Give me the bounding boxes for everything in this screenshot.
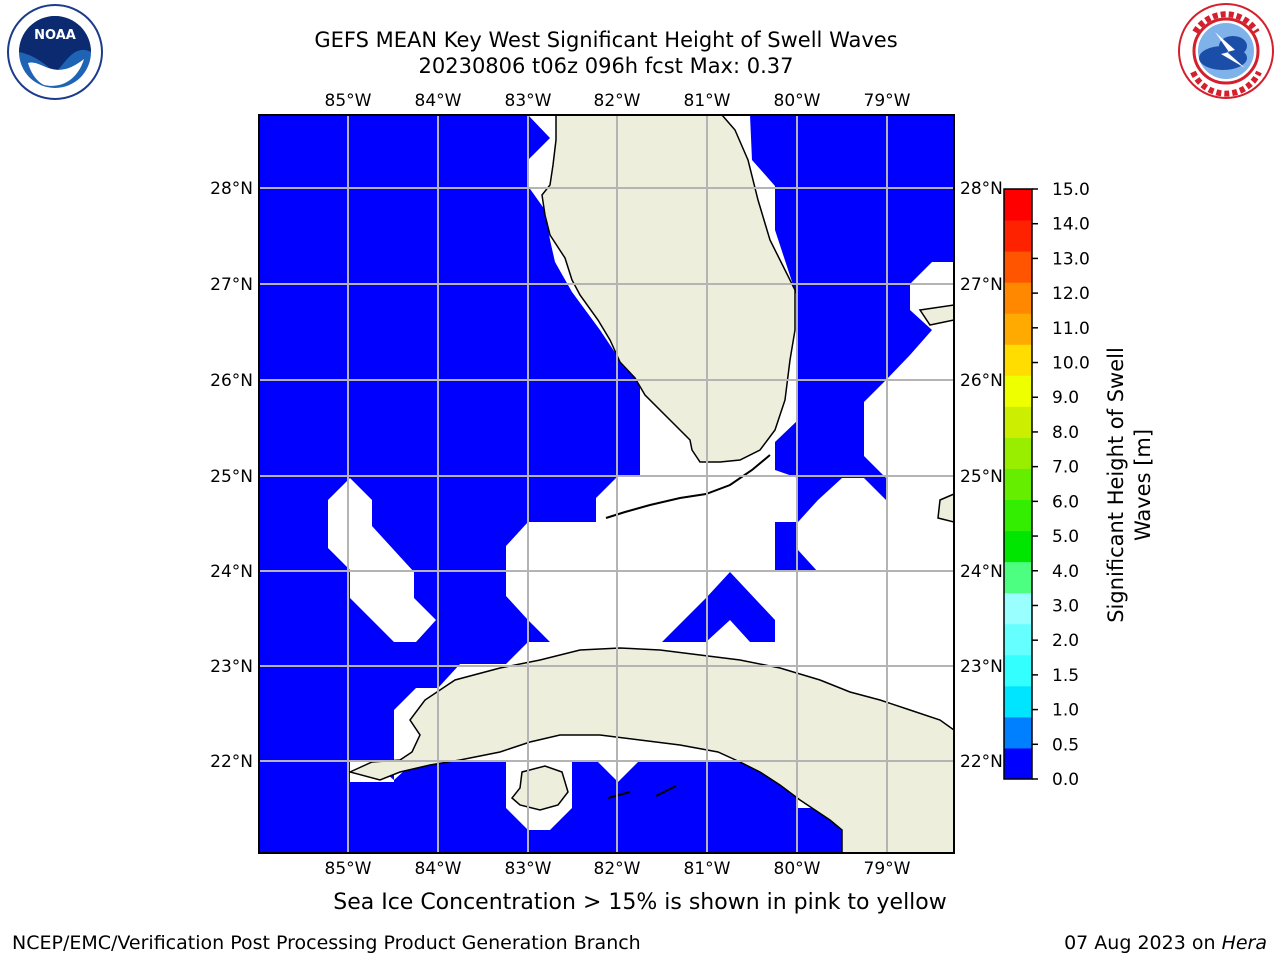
lat-label-left: 24°N bbox=[210, 562, 253, 582]
colorbar-swatch bbox=[1004, 499, 1032, 532]
lon-label-bottom: 84°W bbox=[415, 859, 462, 879]
noaa-logo: NOAA bbox=[7, 4, 103, 100]
sea-ice-note: Sea Ice Concentration > 15% is shown in … bbox=[333, 890, 947, 915]
colorbar-tick-label: 5.0 bbox=[1052, 527, 1079, 547]
florida-keys bbox=[605, 454, 771, 519]
colorbar-frame bbox=[1003, 188, 1033, 780]
colorbar-tick-label: 13.0 bbox=[1052, 249, 1090, 269]
colorbar-tick-label: 1.0 bbox=[1052, 701, 1079, 721]
lat-label-right: 24°N bbox=[960, 562, 1003, 582]
lat-label-right: 28°N bbox=[960, 179, 1003, 199]
colorbar-tick-label: 0.5 bbox=[1052, 735, 1079, 755]
colorbar bbox=[1003, 188, 1033, 780]
colorbar-swatch bbox=[1004, 437, 1032, 469]
noaa-logo-text: NOAA bbox=[34, 28, 76, 43]
land-cuba bbox=[347, 647, 954, 853]
colorbar-swatch bbox=[1004, 747, 1032, 780]
swell-field-west bbox=[259, 115, 842, 853]
lat-label-left: 26°N bbox=[210, 371, 253, 391]
colorbar-tick-label: 8.0 bbox=[1052, 423, 1079, 443]
colorbar-tick-label: 14.0 bbox=[1052, 215, 1090, 235]
colorbar-swatch bbox=[1004, 282, 1032, 314]
colorbar-swatch bbox=[1004, 561, 1032, 594]
colorbar-tick-label: 2.0 bbox=[1052, 631, 1079, 651]
colorbar-swatch bbox=[1004, 251, 1032, 283]
colorbar-swatch bbox=[1004, 716, 1032, 749]
colorbar-swatch bbox=[1004, 468, 1032, 501]
colorbar-tick-label: 12.0 bbox=[1052, 284, 1090, 304]
lat-label-left: 23°N bbox=[210, 657, 253, 677]
colorbar-swatch bbox=[1004, 530, 1032, 563]
colorbar-tick-label: 0.0 bbox=[1052, 770, 1079, 790]
chart-title-line1: GEFS MEAN Key West Significant Height of… bbox=[314, 28, 898, 52]
colorbar-tick-label: 7.0 bbox=[1052, 458, 1079, 478]
lon-label-top: 79°W bbox=[864, 91, 911, 111]
cuba-keys bbox=[607, 785, 677, 799]
footer-date: 07 Aug 2023 on Hera bbox=[1064, 932, 1267, 954]
colorbar-swatch bbox=[1004, 592, 1032, 625]
colorbar-tick-label: 1.5 bbox=[1052, 666, 1079, 686]
colorbar-swatch bbox=[1004, 220, 1032, 252]
land-florida bbox=[541, 115, 796, 463]
colorbar-swatch bbox=[1004, 313, 1032, 345]
lat-label-left: 28°N bbox=[210, 179, 253, 199]
colorbar-swatch bbox=[1004, 654, 1032, 687]
lon-label-top: 84°W bbox=[415, 91, 462, 111]
lat-label-left: 27°N bbox=[210, 275, 253, 295]
colorbar-swatch bbox=[1004, 406, 1032, 438]
colorbar-tick-label: 9.0 bbox=[1052, 388, 1079, 408]
colorbar-label-line2: Waves [m] bbox=[1131, 429, 1155, 541]
lon-label-bottom: 81°W bbox=[684, 859, 731, 879]
lon-label-bottom: 82°W bbox=[594, 859, 641, 879]
colorbar-tick-label: 15.0 bbox=[1052, 180, 1090, 200]
lon-label-bottom: 85°W bbox=[325, 859, 372, 879]
colorbar-swatch bbox=[1004, 189, 1032, 221]
colorbar-swatch bbox=[1004, 375, 1032, 407]
land-bahamas-andros bbox=[937, 493, 954, 523]
lat-label-right: 22°N bbox=[960, 752, 1003, 772]
swell-patch-2 bbox=[662, 572, 775, 642]
footer-credit: NCEP/EMC/Verification Post Processing Pr… bbox=[12, 932, 641, 954]
lat-label-right: 25°N bbox=[960, 467, 1003, 487]
lat-label-left: 22°N bbox=[210, 752, 253, 772]
map-frame bbox=[258, 114, 955, 854]
lat-label-left: 25°N bbox=[210, 467, 253, 487]
chart-title-line2: 20230806 t06z 096h fcst Max: 0.37 bbox=[418, 54, 794, 78]
colorbar-swatch bbox=[1004, 344, 1032, 376]
map-gridlines bbox=[259, 115, 954, 853]
lon-label-top: 80°W bbox=[774, 91, 821, 111]
lat-label-right: 27°N bbox=[960, 275, 1003, 295]
lat-label-right: 23°N bbox=[960, 657, 1003, 677]
colorbar-label-line1: Significant Height of Swell bbox=[1104, 347, 1128, 623]
lat-label-right: 26°N bbox=[960, 371, 1003, 391]
nws-logo bbox=[1178, 3, 1274, 99]
colorbar-tick-label: 4.0 bbox=[1052, 562, 1079, 582]
lon-label-top: 82°W bbox=[594, 91, 641, 111]
swell-field-east bbox=[750, 115, 954, 522]
lon-label-top: 83°W bbox=[505, 91, 552, 111]
lon-label-top: 85°W bbox=[325, 91, 372, 111]
lon-label-bottom: 79°W bbox=[864, 859, 911, 879]
footer-date-text: 07 Aug 2023 on bbox=[1064, 932, 1222, 954]
colorbar-ticks: 0.0 0.5 1.0 1.5 2.0 3.0 4.0 5.0 6.0 7.0 8.0 9.0 10.0… bbox=[1032, 180, 1090, 790]
colorbar-tick-label: 6.0 bbox=[1052, 492, 1079, 512]
lon-label-bottom: 80°W bbox=[774, 859, 821, 879]
colorbar-tick-label: 11.0 bbox=[1052, 319, 1090, 339]
land-bahamas-north bbox=[918, 304, 954, 326]
colorbar-swatch bbox=[1004, 685, 1032, 718]
colorbar-tick-label: 3.0 bbox=[1052, 596, 1079, 616]
colorbar-swatch bbox=[1004, 623, 1032, 656]
land-isla-juventud bbox=[510, 765, 569, 811]
lon-label-bottom: 83°W bbox=[505, 859, 552, 879]
lon-label-top: 81°W bbox=[684, 91, 731, 111]
colorbar-tick-label: 10.0 bbox=[1052, 354, 1090, 374]
footer-host: Hera bbox=[1221, 932, 1267, 954]
